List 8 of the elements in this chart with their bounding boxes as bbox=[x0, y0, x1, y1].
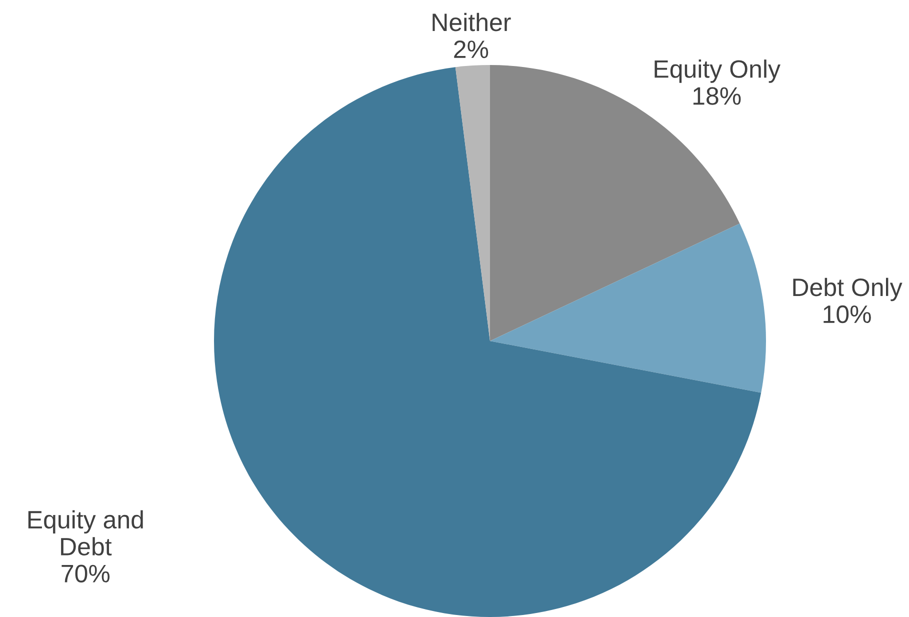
data-label: 70% bbox=[62, 564, 110, 582]
data-label: 10% bbox=[824, 305, 871, 324]
slice-label: Neither bbox=[432, 12, 511, 32]
slice-label: Equity and Debt bbox=[28, 510, 143, 556]
slice-label: Debt Only bbox=[793, 278, 902, 302]
slice-label: Equity Only bbox=[654, 60, 780, 83]
data-label: 18% bbox=[693, 87, 741, 105]
data-label: 2% bbox=[454, 40, 488, 58]
